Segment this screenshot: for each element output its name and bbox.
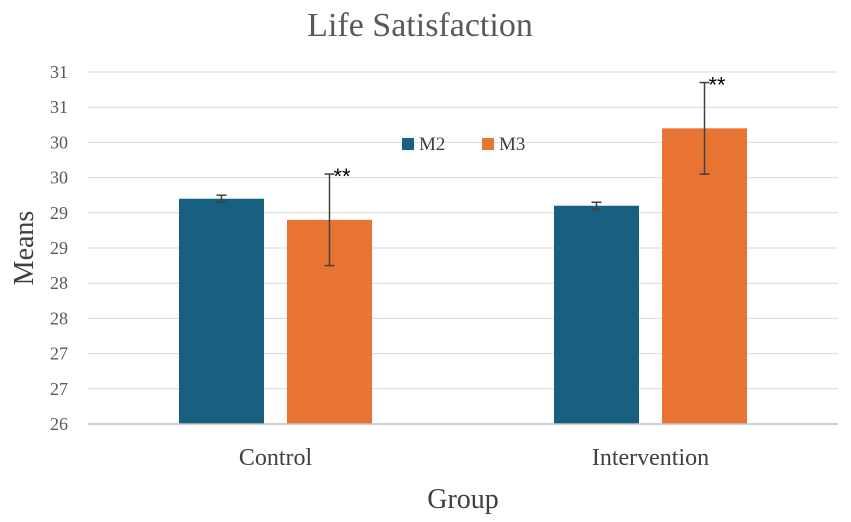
significance-marker: **	[709, 73, 727, 98]
x-tick-labels: Control Intervention	[239, 445, 709, 471]
y-tick-label: 30	[50, 132, 68, 152]
significance-marker: **	[334, 164, 352, 189]
y-tick-label: 31	[50, 62, 68, 82]
y-tick-label: 27	[50, 379, 68, 399]
y-tick-label: 29	[50, 238, 68, 258]
chart-title: Life Satisfaction	[307, 7, 533, 44]
y-tick-labels: 26 27 27 28 28 29 29 30 30 31 31	[50, 62, 68, 434]
y-tick-label: 31	[50, 97, 68, 117]
annotations: ** **	[334, 73, 727, 190]
x-axis-label: Group	[427, 484, 499, 515]
bar-m3-intervention	[662, 128, 747, 424]
y-tick-label: 27	[50, 344, 68, 364]
bar-m2-control	[179, 198, 264, 424]
legend-swatch-m3	[482, 138, 494, 150]
legend-swatch-m2	[402, 138, 414, 150]
legend: M2 M3	[402, 134, 525, 155]
x-tick-label: Intervention	[592, 445, 709, 471]
y-tick-label: 28	[50, 273, 68, 293]
x-tick-label: Control	[239, 445, 313, 471]
bar-m2-intervention	[554, 205, 639, 424]
y-axis-label: Means	[9, 211, 40, 286]
legend-label-m3: M3	[499, 134, 525, 155]
y-tick-label: 29	[50, 203, 68, 223]
error-bars	[216, 81, 710, 267]
y-tick-label: 26	[50, 414, 68, 434]
legend-label-m2: M2	[419, 134, 445, 155]
y-tick-label: 30	[50, 168, 68, 188]
bars	[179, 128, 747, 424]
y-tick-label: 28	[50, 308, 68, 328]
